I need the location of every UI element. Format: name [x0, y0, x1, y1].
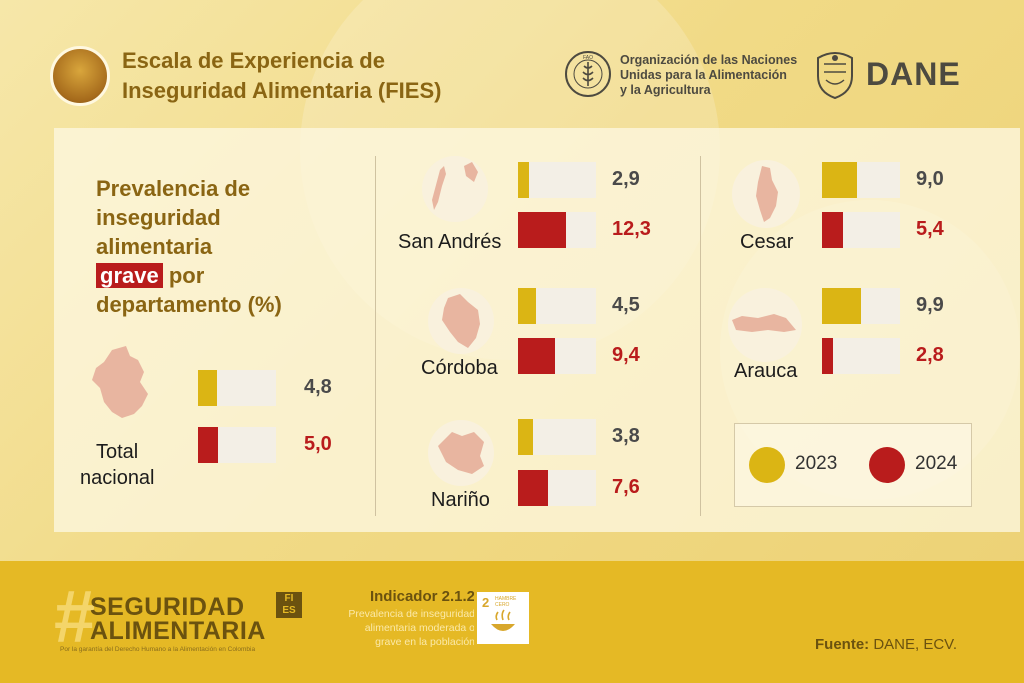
fao-logo-icon: FAO	[565, 51, 611, 97]
fao-name-line3: y la Agricultura	[620, 83, 711, 97]
source-label: Fuente:	[815, 636, 870, 653]
cordoba-map-icon	[428, 288, 494, 354]
cesar-map-icon	[732, 160, 800, 228]
bar-track	[518, 338, 596, 374]
bar-arauca-2024	[822, 338, 833, 374]
fies-badge: FI ES	[276, 592, 302, 618]
main-title-line1: Escala de Experiencia de	[122, 48, 385, 73]
subtitle-line3: alimentaria	[96, 234, 213, 259]
narino-map-icon	[428, 420, 494, 486]
bar-total-nacional-2024	[198, 427, 218, 463]
bar-track	[518, 288, 596, 324]
fao-name-line2: Unidas para la Alimentación	[620, 68, 787, 82]
main-title-line2: Inseguridad Alimentaria (FIES)	[122, 78, 442, 103]
column-divider	[375, 156, 376, 516]
subtitle-line1: Prevalencia de	[96, 176, 251, 201]
bar-track	[198, 370, 276, 406]
subtitle-line2: inseguridad	[96, 205, 221, 230]
dept-name-arauca: Arauca	[734, 360, 798, 382]
value-label-cordoba-2024: 9,4	[612, 344, 640, 366]
legend-swatch-2023	[749, 447, 785, 483]
colombia-seal-icon	[817, 52, 853, 100]
legend: 2023 2024	[734, 423, 972, 507]
dept-name-san-andres: San Andrés	[398, 231, 502, 253]
dept-name-cesar: Cesar	[740, 231, 794, 253]
value-label-total-nacional-2024: 5,0	[304, 433, 332, 455]
sdg-zero-hunger-icon: 2 HAMBRE CERO	[474, 589, 532, 647]
dane-logo-text: DANE	[866, 56, 961, 92]
chart-subtitle: Prevalencia de inseguridad alimentaria g…	[96, 174, 356, 319]
bar-san-andres-2024	[518, 212, 567, 248]
bowl-icon	[491, 609, 515, 631]
fao-name-line1: Organización de las Naciones	[620, 53, 798, 67]
dept-name-cordoba: Córdoba	[421, 357, 498, 379]
legend-label-2023: 2023	[795, 453, 838, 474]
value-label-arauca-2024: 2,8	[916, 344, 944, 366]
dept-name-total-line1: Total	[96, 441, 139, 463]
dept-name-narino: Nariño	[431, 489, 490, 511]
fao-name: Organización de las Naciones Unidas para…	[620, 53, 810, 98]
indicator-desc-line2: alimentaria moderada o	[364, 622, 475, 634]
dept-name-total-line2: nacional	[80, 467, 155, 489]
indicator-desc-line3: grave en la población	[375, 636, 475, 648]
brand-tagline: Por la garantía del Derecho Humano a la …	[60, 646, 256, 653]
bar-track	[822, 162, 900, 198]
bar-cesar-2023	[822, 162, 858, 198]
colombia-map-icon	[82, 342, 164, 424]
bar-cesar-2024	[822, 212, 844, 248]
value-label-narino-2023: 3,8	[612, 425, 640, 447]
value-label-cesar-2024: 5,4	[916, 218, 944, 240]
value-label-total-nacional-2023: 4,8	[304, 376, 332, 398]
brand-line2: ALIMENTARIA	[90, 617, 266, 645]
bar-track	[518, 212, 596, 248]
brand-line1: SEGURIDAD	[90, 593, 245, 621]
fies-badge-line1: FI	[284, 593, 294, 604]
bar-total-nacional-2023	[198, 370, 217, 406]
source-value: DANE, ECV.	[869, 636, 957, 653]
sdg-number: 2	[482, 595, 490, 610]
value-label-san-andres-2024: 12,3	[612, 218, 651, 240]
indicator-title: Indicador 2.1.2	[369, 588, 475, 605]
fies-badge-line2: ES	[282, 605, 296, 616]
grave-highlight: grave	[96, 263, 163, 288]
bar-track	[822, 338, 900, 374]
value-label-narino-2024: 7,6	[612, 476, 640, 498]
arauca-map-icon	[728, 288, 802, 362]
source-note: Fuente: DANE, ECV.	[815, 636, 957, 653]
bar-track	[198, 427, 276, 463]
bar-track	[518, 470, 596, 506]
hash-symbol: #	[54, 575, 96, 658]
value-label-cordoba-2023: 4,5	[612, 294, 640, 316]
subtitle-line4: grave por	[96, 261, 356, 290]
sdg-label: HAMBRE CERO	[495, 596, 517, 608]
fao-logo-text: FAO	[583, 55, 593, 61]
indicator-description: Prevalencia de inseguridad alimentaria m…	[318, 607, 475, 649]
bar-narino-2023	[518, 419, 533, 455]
value-label-cesar-2023: 9,0	[916, 168, 944, 190]
main-title: Escala de Experiencia de Inseguridad Ali…	[122, 46, 562, 106]
column-divider	[700, 156, 701, 516]
bar-arauca-2023	[822, 288, 861, 324]
fies-logo-image	[50, 46, 110, 106]
value-label-san-andres-2023: 2,9	[612, 168, 640, 190]
bar-cordoba-2024	[518, 338, 555, 374]
bar-narino-2024	[518, 470, 548, 506]
bar-cordoba-2023	[518, 288, 536, 324]
san-andres-map-icon	[422, 156, 488, 222]
bar-track	[822, 288, 900, 324]
subtitle-line4-rest: por	[162, 263, 205, 288]
seguridad-alimentaria-logo: # SEGURIDAD ALIMENTARIA FI ES Por la gar…	[54, 580, 314, 656]
legend-swatch-2024	[869, 447, 905, 483]
bar-track	[822, 212, 900, 248]
value-label-arauca-2023: 9,9	[916, 294, 944, 316]
bar-track	[518, 419, 596, 455]
indicator-desc-line1: Prevalencia de inseguridad	[348, 608, 475, 620]
subtitle-line5: departamento (%)	[96, 292, 282, 317]
bar-track	[518, 162, 596, 198]
legend-label-2024: 2024	[915, 453, 958, 474]
bar-san-andres-2023	[518, 162, 530, 198]
